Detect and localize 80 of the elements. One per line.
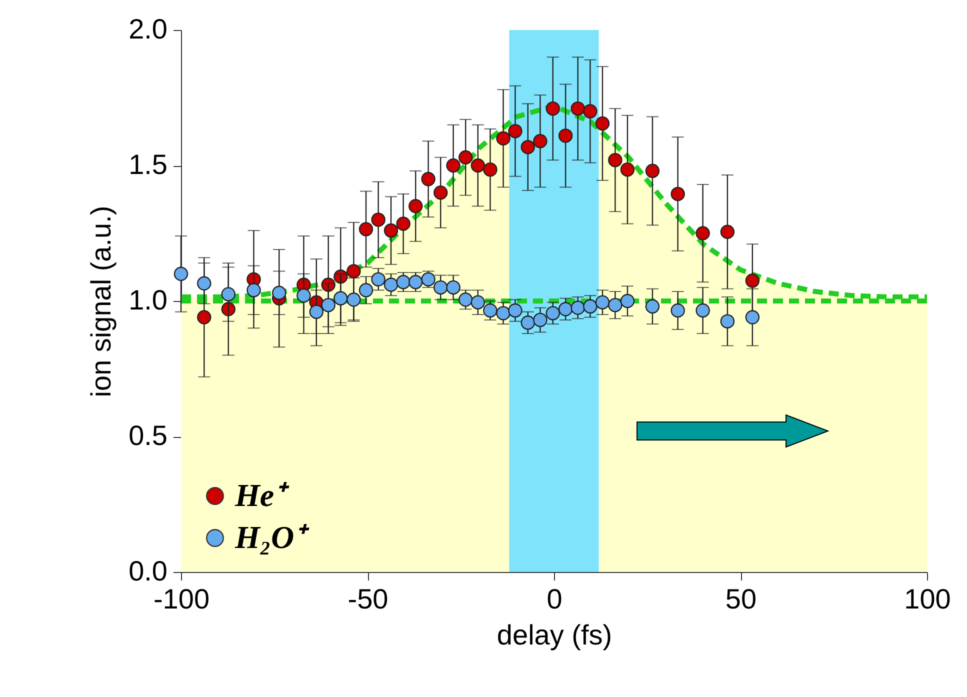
point: [396, 274, 410, 290]
point: [608, 152, 622, 168]
point: [309, 304, 324, 319]
x-tick-label: -50: [348, 584, 388, 614]
y-tick-label: 2.0: [128, 14, 168, 44]
legend-label: H₂O⁺: [234, 519, 310, 555]
point: [595, 116, 610, 131]
point: [558, 302, 573, 316]
point: [396, 216, 410, 231]
point: [595, 295, 610, 310]
point: [371, 212, 386, 227]
point: [346, 292, 361, 307]
point: [570, 101, 585, 116]
point: [458, 292, 473, 307]
point: [433, 280, 448, 295]
point: [384, 278, 398, 292]
x-tick-label: 0: [546, 584, 562, 614]
point: [533, 134, 548, 148]
point: [296, 288, 311, 303]
point: [246, 283, 261, 298]
point: [272, 286, 286, 300]
point: [520, 140, 536, 154]
x-axis-title: delay (fs): [496, 620, 612, 650]
point: [221, 287, 236, 302]
point: [408, 274, 423, 290]
legend-label: He⁺: [234, 477, 290, 513]
point: [384, 223, 398, 238]
point: [533, 312, 548, 328]
point: [197, 276, 212, 290]
point: [583, 104, 598, 118]
point: [470, 158, 486, 173]
point: [696, 303, 710, 318]
point: [620, 294, 635, 308]
point: [520, 316, 536, 330]
point: [496, 131, 510, 146]
point: [645, 164, 660, 178]
point: [670, 303, 685, 318]
point: [645, 299, 660, 314]
x-tick-label: -100: [153, 584, 210, 614]
point: [421, 172, 436, 186]
x-tick-label: 100: [904, 584, 951, 614]
point: [720, 224, 735, 239]
y-tick-label: 0.5: [128, 420, 168, 451]
point: [334, 291, 348, 306]
point: [608, 298, 622, 312]
point: [496, 306, 510, 320]
point: [745, 310, 760, 324]
point: [483, 303, 498, 318]
y-axis-title: ion signal (a.u.): [86, 206, 117, 398]
point: [458, 150, 473, 164]
point: [546, 101, 560, 116]
point: [583, 299, 598, 314]
point: [508, 303, 522, 318]
point: [483, 162, 498, 177]
point: [570, 300, 585, 315]
point: [446, 158, 460, 173]
point: [558, 128, 573, 143]
point: [446, 280, 460, 295]
point: [620, 162, 635, 177]
y-tick-label: 0.0: [128, 556, 168, 586]
point: [696, 226, 710, 240]
point: [174, 266, 188, 282]
y-tick-label: 1.0: [128, 284, 168, 316]
point: [433, 185, 448, 200]
point: [670, 186, 685, 202]
point: [546, 306, 560, 320]
point: [358, 222, 374, 236]
x-tick-label: 50: [725, 584, 757, 614]
point: [221, 302, 236, 316]
point: [197, 310, 212, 324]
point: [408, 199, 423, 214]
point: [358, 283, 374, 298]
point: [745, 274, 760, 288]
point: [346, 264, 361, 278]
point: [470, 295, 486, 310]
y-tick-label: 1.5: [128, 149, 168, 180]
point: [720, 314, 735, 328]
point: [371, 272, 386, 286]
point: [508, 124, 522, 138]
point: [321, 298, 336, 312]
